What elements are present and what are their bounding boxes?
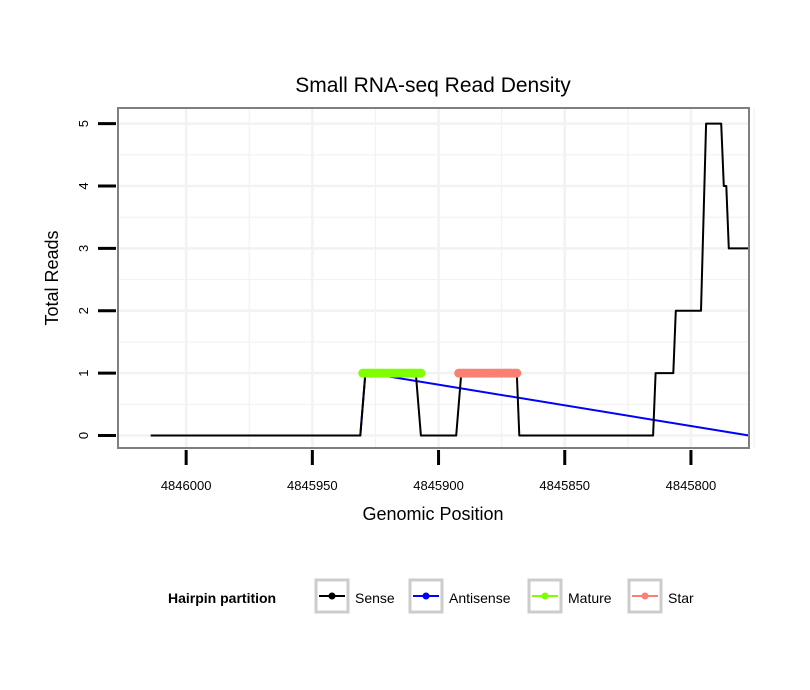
x-axis: 4846000 4845950 4845900 4845850 4845800 [161, 450, 716, 493]
x-axis-title: Genomic Position [362, 504, 503, 524]
y-axis-title: Total Reads [42, 230, 62, 325]
series-line-sense [150, 122, 749, 437]
chart-title: Small RNA-seq Read Density [295, 74, 571, 97]
legend-label-sense: Sense [355, 590, 395, 606]
x-tick-label: 4845950 [287, 478, 338, 493]
legend-key-point [541, 592, 549, 600]
legend-key-point [641, 592, 649, 600]
legend-key-point [422, 592, 430, 600]
y-tick-label: 1 [76, 370, 91, 377]
y-tick-label: 5 [76, 120, 91, 127]
x-tick-label: 4845850 [539, 478, 590, 493]
plot-series [150, 122, 750, 437]
x-tick-label: 4846000 [161, 478, 212, 493]
legend-label-star: Star [668, 590, 694, 606]
legend-label-mature: Mature [568, 590, 612, 606]
y-axis: 0 1 2 3 4 5 [76, 120, 116, 439]
y-tick-label: 2 [76, 307, 91, 314]
x-tick-label: 4845900 [413, 478, 464, 493]
plot-panel-border [117, 107, 750, 449]
plot-grid [118, 108, 755, 448]
legend-title: Hairpin partition [168, 590, 276, 606]
y-tick-label: 0 [76, 432, 91, 439]
data-point-mature [416, 368, 426, 378]
x-tick-label: 4845800 [666, 478, 717, 493]
y-tick-label: 4 [76, 182, 91, 189]
legend-label-antisense: Antisense [449, 590, 511, 606]
legend: Hairpin partition Sense Antisense Mature St… [168, 578, 694, 614]
y-tick-label: 3 [76, 245, 91, 252]
data-point-star [512, 368, 522, 378]
legend-key-point [328, 592, 336, 600]
